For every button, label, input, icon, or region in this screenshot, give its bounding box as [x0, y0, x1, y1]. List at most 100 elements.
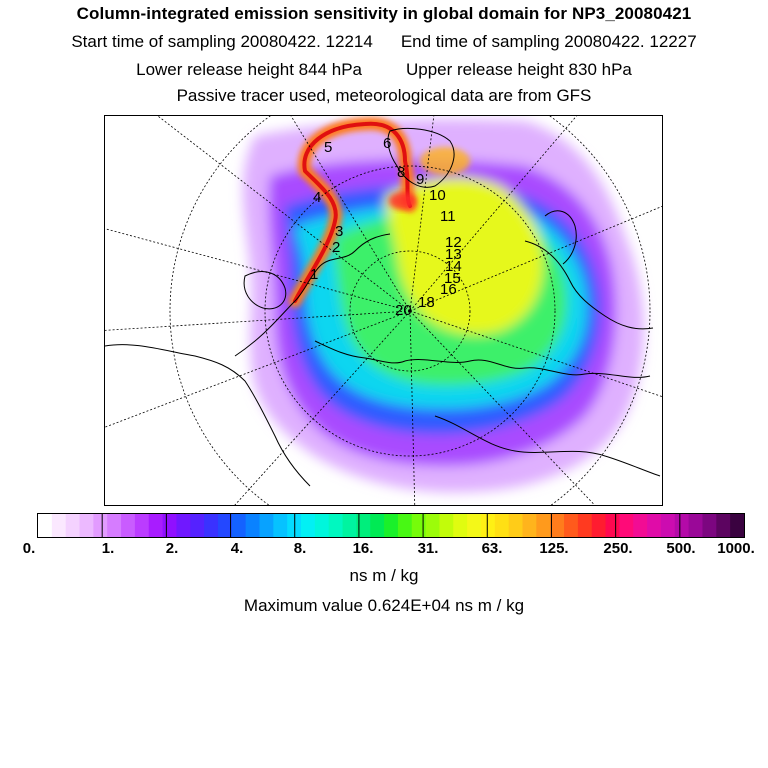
colorbar-swatch [647, 514, 662, 537]
colorbar-swatch [79, 514, 94, 537]
colorbar-swatch [38, 514, 53, 537]
colorbar-swatch [356, 514, 371, 537]
trajectory-label-14: 14 [445, 258, 462, 275]
meridian-12 [105, 310, 411, 428]
colorbar-tick-8: 125. [539, 540, 569, 557]
coast-hudson-bay [243, 271, 287, 310]
plot-title: Column-integrated emission sensitivity i… [76, 4, 692, 23]
trajectory-label-13: 13 [445, 246, 462, 263]
coast-asia [434, 415, 661, 477]
tracer-note: Passive tracer used, meteorological data… [176, 86, 592, 105]
sensitivity-map: 1 2 3 4 5 6 8 9 10 11 12 13 14 15 16 18 … [104, 115, 663, 506]
colorbar-swatch [425, 514, 441, 537]
colorbar-swatch [384, 514, 399, 537]
sensitivity-field [243, 119, 644, 493]
colorbar-tick-2: 2. [165, 540, 179, 557]
colorbar-swatch [536, 514, 551, 537]
colorbar-swatch [591, 514, 607, 537]
end-time: End time of sampling 20080422. 12227 [400, 32, 697, 51]
trajectory-label-1: 1 [310, 266, 318, 283]
coast-alaska [314, 340, 406, 364]
colorbar-tick-3: 4. [230, 540, 244, 557]
colorbar-swatch [411, 514, 427, 537]
units-label: ns m / kg [349, 566, 419, 585]
colorbar-tick-7: 63. [481, 540, 503, 557]
trajectory-label-4: 4 [313, 189, 321, 206]
colorbar-swatch [550, 514, 565, 537]
colorbar-swatch [522, 514, 537, 537]
trajectory-label-15: 15 [444, 270, 461, 287]
colorbar-swatch [619, 514, 634, 537]
trajectory-label-8: 8 [397, 164, 405, 181]
colorbar-tick-10: 500. [666, 540, 696, 557]
colorbar-swatch [217, 514, 233, 537]
trajectory-labels: 1 2 3 4 5 6 8 9 10 11 12 13 14 15 16 18 … [310, 135, 462, 319]
trajectory-label-3: 3 [335, 223, 343, 240]
lower-release-height: Lower release height 844 hPa [136, 60, 362, 79]
latitude-circle-20 [169, 116, 651, 505]
trajectory-label-12: 12 [445, 234, 462, 251]
coast-canada [234, 233, 391, 357]
colorbar-swatch [577, 514, 593, 537]
colorbar-swatch [674, 514, 690, 537]
start-time: Start time of sampling 20080422. 12214 [71, 32, 373, 51]
meridian-2 [105, 310, 411, 331]
trajectory-label-18: 18 [418, 294, 435, 311]
colorbar-swatch [370, 514, 385, 537]
maximum-value: Maximum value 0.624E+04 ns m / kg [243, 596, 525, 615]
colorbar-swatch [660, 514, 676, 537]
colorbar-swatch [162, 514, 178, 537]
colorbar-swatch [134, 514, 150, 537]
trajectory-label-6: 6 [383, 135, 391, 152]
colorbar-tick-9: 250. [603, 540, 633, 557]
colorbar-swatch [190, 514, 205, 537]
colorbar-swatch [508, 514, 524, 537]
colorbar-swatches [38, 514, 744, 537]
colorbar-swatch [231, 514, 247, 537]
colorbar-swatch [245, 514, 261, 537]
colorbar-swatch [439, 514, 454, 537]
colorbar-swatch [301, 514, 316, 537]
colorbar-swatch [342, 514, 357, 537]
colorbar-swatch [494, 514, 510, 537]
coast-north-america [105, 344, 311, 487]
hotspot-north [389, 192, 417, 210]
sampling-times: Start time of sampling 20080422. 12214 En… [0, 32, 768, 52]
colorbar-swatch [605, 514, 621, 537]
trajectory-label-20: 20 [395, 302, 412, 319]
colorbar-swatch [51, 514, 67, 537]
colorbar-swatch [176, 514, 191, 537]
colorbar-tick-0: 0. [22, 540, 36, 557]
colorbar-swatch [467, 514, 482, 537]
colorbar-tick-4: 8. [293, 540, 307, 557]
colorbar-swatch [93, 514, 108, 537]
colorbar-swatch [397, 514, 413, 537]
trajectory-label-2: 2 [332, 239, 340, 256]
plume-core [293, 121, 412, 303]
colorbar-tick-11: 1000. [717, 540, 755, 557]
colorbar-swatch [702, 514, 717, 537]
trajectory-label-11: 11 [440, 208, 456, 225]
latitude-circle-60 [349, 250, 471, 372]
meridian-6 [409, 116, 577, 312]
colorbar-tick-1: 1. [101, 540, 115, 557]
colorbar-swatch [107, 514, 122, 537]
meridian-5 [409, 116, 435, 312]
colorbar-swatch [273, 514, 288, 537]
colorbar-swatch [65, 514, 81, 537]
coast-greenland [387, 127, 455, 188]
coastlines [105, 127, 661, 487]
coast-siberia [404, 359, 651, 378]
colorbar-swatch [633, 514, 648, 537]
colorbar-swatch [148, 514, 164, 537]
meridian-9 [409, 310, 596, 505]
latitude-circle-40 [264, 165, 556, 457]
meridian-8 [409, 310, 662, 398]
trajectory-label-9: 9 [416, 171, 424, 188]
upper-release-height: Upper release height 830 hPa [406, 60, 632, 79]
graticule [105, 116, 662, 505]
colorbar-swatch [121, 514, 136, 537]
trajectory-label-5: 5 [324, 139, 332, 156]
colorbar-tick-6: 31. [417, 540, 439, 557]
coast-scandinavia [544, 210, 577, 265]
